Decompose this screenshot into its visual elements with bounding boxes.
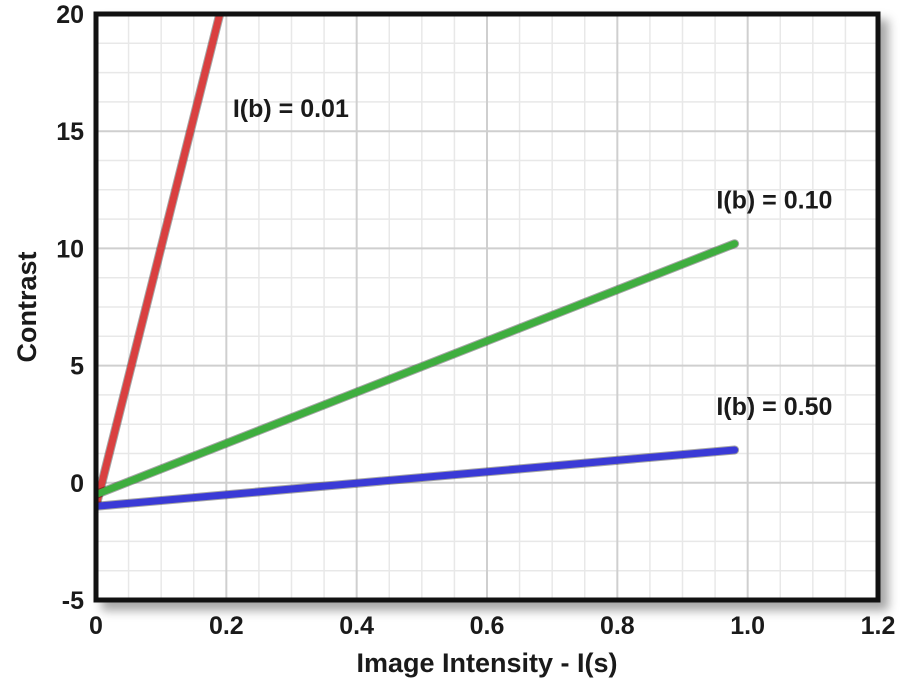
x-tick-label: 0.6 [470,612,505,640]
y-tick-label: 5 [70,353,84,381]
x-tick-label: 0.4 [339,612,374,640]
series-label-2: I(b) = 0.50 [716,393,832,421]
series-label-1: I(b) = 0.10 [716,187,832,215]
series-layer [96,14,740,511]
x-tick-label: 1.2 [861,612,896,640]
series-label-0: I(b) = 0.01 [233,95,349,123]
x-tick-labels: 0 0.2 0.4 0.6 0.8 1.0 1.2 [89,612,895,640]
y-tick-label: 10 [56,235,84,263]
series-line-2 [96,446,739,510]
y-tick-label: -5 [62,587,84,615]
series-line-1 [96,240,739,499]
y-tick-label: 20 [56,1,84,29]
y-axis-title: Contrast [12,251,42,362]
y-tick-labels: -5 0 5 10 15 20 [56,1,84,615]
y-tick-label: 0 [70,470,84,498]
x-axis-title: Image Intensity - I(s) [356,648,617,678]
y-tick-label: 15 [56,118,84,146]
series-labels: I(b) = 0.01 I(b) = 0.10 I(b) = 0.50 [233,95,833,421]
x-tick-label: 0 [89,612,103,640]
plot-border [93,11,881,603]
series-line-0 [96,14,224,510]
x-tick-label: 1.0 [730,612,765,640]
x-tick-label: 0.8 [600,612,635,640]
x-tick-label: 0.2 [209,612,244,640]
